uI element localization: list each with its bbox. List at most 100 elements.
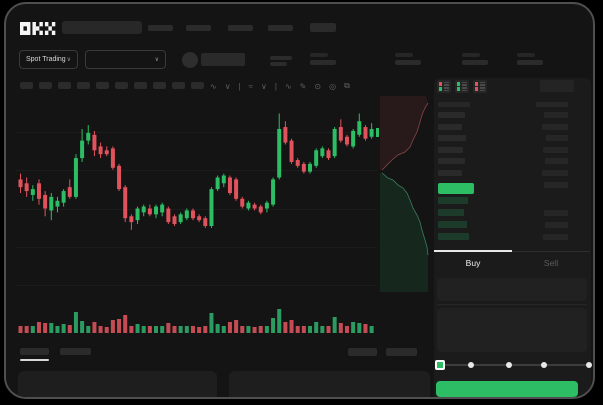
- bid-price-placeholder[interactable]: [438, 233, 469, 240]
- chevron-down-icon: ∨: [154, 56, 159, 63]
- ask-price-placeholder[interactable]: [438, 158, 465, 164]
- orderbook-asks-icon[interactable]: [473, 80, 487, 93]
- buy-submit-button[interactable]: [436, 381, 578, 397]
- tab-sell[interactable]: Sell: [543, 258, 559, 268]
- percent-slider-handle[interactable]: [435, 360, 445, 370]
- nav-item-placeholder[interactable]: [228, 25, 253, 31]
- timeframe-button[interactable]: [77, 82, 90, 89]
- pair-dropdown[interactable]: ∨: [85, 50, 166, 69]
- toolbar-divider: |: [238, 81, 241, 91]
- amount-input[interactable]: [437, 308, 587, 352]
- stat-label-placeholder: [462, 53, 480, 57]
- orderbook-toggles: [437, 80, 487, 93]
- bid-price-placeholder[interactable]: [438, 221, 467, 228]
- stat-label-placeholder: [395, 53, 413, 57]
- ask-price-placeholder[interactable]: [438, 112, 465, 118]
- form-divider: [437, 304, 587, 305]
- chevron-down-icon[interactable]: ∨: [224, 81, 231, 91]
- stat-value-placeholder: [395, 60, 421, 65]
- nav-item-placeholder[interactable]: [148, 25, 173, 31]
- fullscreen-icon[interactable]: ⧉: [344, 81, 350, 90]
- line-tool-icon[interactable]: ∿: [284, 81, 292, 91]
- timeframe-button[interactable]: [58, 82, 71, 89]
- stat-label-placeholder: [310, 53, 328, 57]
- change-placeholder: [270, 62, 287, 66]
- stat-label-placeholder: [517, 53, 535, 57]
- ask-amount-placeholder: [543, 147, 568, 153]
- timeframe-button[interactable]: [172, 82, 185, 89]
- ask-price-placeholder[interactable]: [438, 147, 463, 153]
- bid-price-placeholder[interactable]: [438, 197, 468, 204]
- stat-value-placeholder: [462, 60, 488, 65]
- ask-amount-placeholder: [542, 170, 568, 176]
- timeframe-button[interactable]: [96, 82, 109, 89]
- timeframe-button[interactable]: [39, 82, 52, 89]
- orderbook-bids-icon[interactable]: [455, 80, 469, 93]
- ask-price-placeholder[interactable]: [438, 170, 462, 176]
- token-icon: [182, 52, 198, 68]
- app-window: Spot Trading ∨ ∨ ∿ ∨ | ≈ ∨ | ∿ ✎ ⊙ ◎ ⧉ Buy Sell: [4, 2, 595, 399]
- ask-amount-placeholder: [544, 112, 568, 118]
- bid-amount-placeholder: [543, 234, 568, 240]
- depth-chart: [380, 96, 429, 292]
- positions-panel: [229, 371, 430, 397]
- chevron-down-icon: ∨: [66, 56, 71, 63]
- pair-price-placeholder: [201, 53, 245, 66]
- chevron-down-icon[interactable]: ∨: [261, 81, 267, 91]
- toolbar-divider: |: [274, 81, 277, 91]
- table-action-placeholder[interactable]: [348, 348, 377, 356]
- nav-item-placeholder[interactable]: [268, 25, 293, 31]
- ask-price-placeholder[interactable]: [438, 124, 462, 130]
- candle-style-icon[interactable]: ≈: [248, 81, 254, 91]
- stat-value-placeholder: [517, 60, 543, 65]
- timeframe-button[interactable]: [20, 82, 33, 89]
- slider-step-dot[interactable]: [506, 362, 512, 368]
- ask-amount-placeholder: [542, 124, 568, 130]
- ask-amount-placeholder: [546, 135, 568, 141]
- timeframe-button[interactable]: [191, 82, 204, 89]
- settings-icon[interactable]: ◎: [329, 81, 337, 91]
- active-tab-indicator: [434, 250, 512, 252]
- candlestick-chart[interactable]: [15, 95, 377, 340]
- content-layer: Spot Trading ∨ ∨ ∿ ∨ | ≈ ∨ | ∿ ✎ ⊙ ◎ ⧉ Buy Sell: [6, 4, 593, 397]
- camera-icon[interactable]: ⊙: [314, 81, 322, 91]
- percent-slider-track[interactable]: [440, 364, 586, 366]
- bid-price-placeholder[interactable]: [438, 209, 464, 216]
- market-type-label: Spot Trading: [26, 56, 66, 63]
- orders-tab-placeholder[interactable]: [60, 348, 91, 355]
- slider-step-dot[interactable]: [586, 362, 592, 368]
- ob-column-header: [536, 102, 568, 107]
- market-type-dropdown[interactable]: Spot Trading ∨: [19, 50, 78, 69]
- ask-amount-placeholder: [545, 158, 568, 164]
- last-price-badge: [438, 183, 474, 194]
- ask-price-placeholder[interactable]: [438, 135, 466, 141]
- orders-tab-placeholder[interactable]: [20, 348, 49, 355]
- timeframe-button[interactable]: [153, 82, 166, 89]
- okx-logo: [20, 22, 56, 35]
- stat-value-placeholder: [310, 60, 336, 65]
- bid-amount-placeholder: [544, 210, 568, 216]
- tab-buy[interactable]: Buy: [465, 258, 481, 268]
- tabbar-divider: [434, 251, 590, 252]
- active-tab-underline: [20, 359, 49, 361]
- ask-amount-placeholder: [544, 182, 568, 188]
- orderbook-both-icon[interactable]: [437, 80, 451, 93]
- bid-amount-placeholder: [545, 222, 568, 228]
- slider-step-dot[interactable]: [468, 362, 474, 368]
- nav-item-placeholder[interactable]: [310, 23, 336, 32]
- current-price-tick: [376, 128, 379, 137]
- slider-step-dot[interactable]: [541, 362, 547, 368]
- draw-icon[interactable]: ✎: [299, 81, 307, 91]
- change-placeholder: [270, 56, 292, 60]
- timeframe-button[interactable]: [115, 82, 128, 89]
- timeframe-button[interactable]: [134, 82, 147, 89]
- nav-item-placeholder[interactable]: [186, 25, 211, 31]
- indicator-icon[interactable]: ∿: [210, 81, 217, 91]
- ob-precision-dropdown[interactable]: [540, 80, 574, 92]
- price-input[interactable]: [437, 278, 587, 301]
- table-action-placeholder[interactable]: [386, 348, 417, 356]
- orders-panel: [18, 371, 217, 397]
- ob-column-header: [438, 102, 470, 107]
- search-input[interactable]: [62, 21, 142, 34]
